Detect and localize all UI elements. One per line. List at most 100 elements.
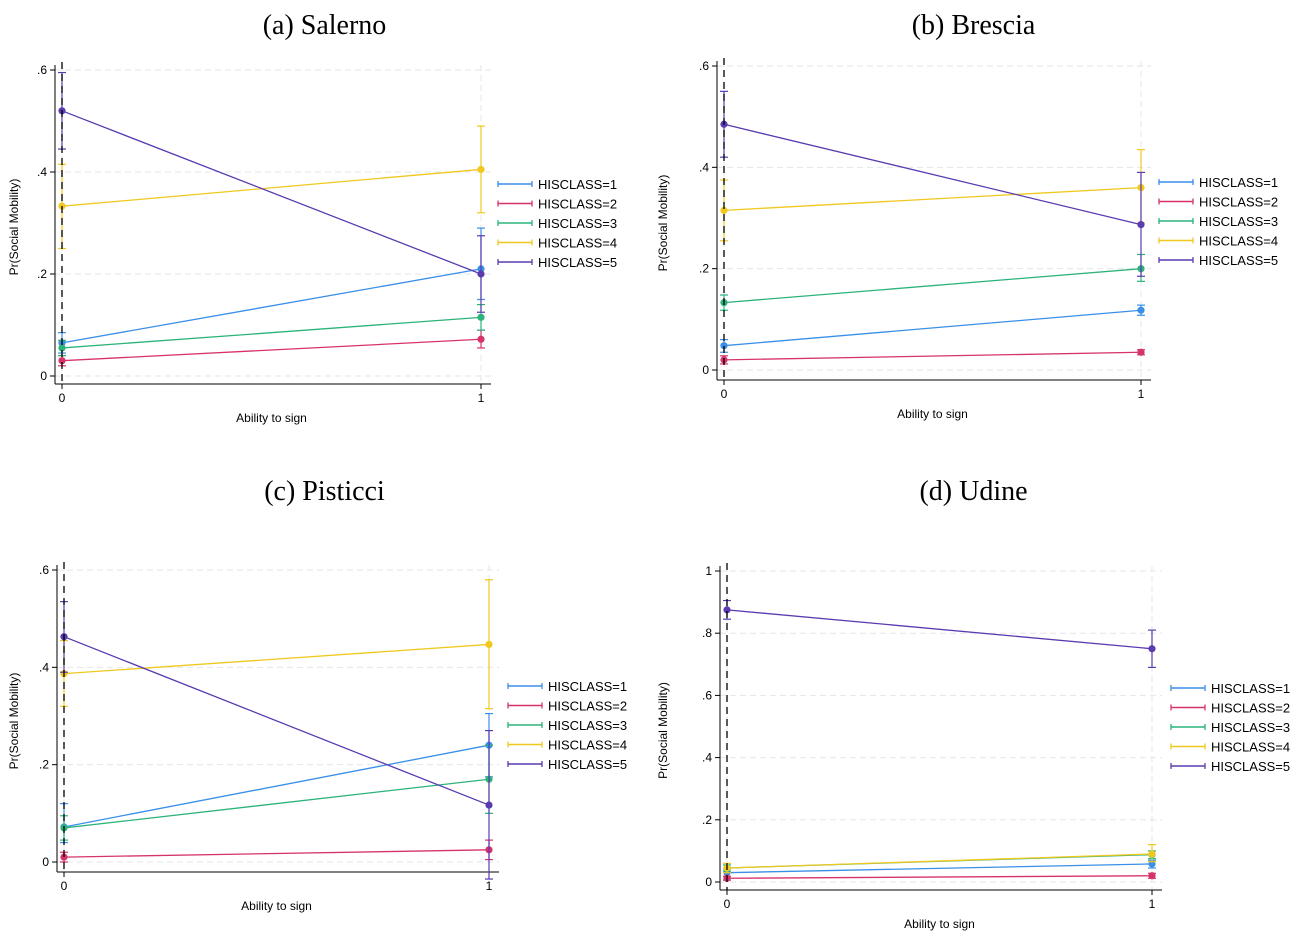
series-line <box>723 268 1142 304</box>
y-axis-label: Pr(Social Mobility) <box>7 179 21 276</box>
data-point <box>1148 872 1156 880</box>
panel-title: (a) Salerno <box>262 10 387 41</box>
legend-label: HISCLASS=4 <box>538 236 617 251</box>
y-tick-label: .4 <box>699 160 709 174</box>
legend-label: HISCLASS=4 <box>548 738 627 753</box>
series-line <box>61 168 482 207</box>
data-point <box>1148 645 1156 653</box>
legend-label: HISCLASS=2 <box>1199 195 1278 210</box>
legend-item: HISCLASS=5 <box>507 757 627 772</box>
series-line <box>723 186 1142 212</box>
legend-label: HISCLASS=3 <box>548 718 627 733</box>
y-axis-label: Pr(Social Mobility) <box>656 682 670 779</box>
legend-item: HISCLASS=2 <box>497 197 617 212</box>
y-tick-label: .6 <box>39 563 49 577</box>
data-point <box>1137 348 1145 356</box>
y-tick-label: 1 <box>705 564 712 578</box>
legend-item: HISCLASS=1 <box>1170 681 1290 696</box>
y-tick-label: .4 <box>39 660 49 674</box>
legend-label: HISCLASS=4 <box>1211 740 1290 755</box>
panel-title: (d) Udine <box>919 476 1028 507</box>
data-point <box>477 165 485 174</box>
series-line <box>63 636 490 806</box>
data-point <box>1148 850 1156 858</box>
legend-item: HISCLASS=2 <box>1170 701 1290 716</box>
y-tick-label: .6 <box>37 63 47 77</box>
data-point <box>477 270 485 278</box>
panel-title: (c) Pisticci <box>264 476 385 507</box>
y-tick-label: 0 <box>705 875 712 889</box>
series-line <box>63 778 490 829</box>
series-line <box>63 744 490 828</box>
data-point <box>1137 220 1145 229</box>
series-line <box>723 351 1142 361</box>
series-line <box>63 849 490 858</box>
data-point <box>723 606 731 614</box>
legend-item: HISCLASS=1 <box>507 679 627 694</box>
x-tick-label: 0 <box>721 387 728 401</box>
legend-label: HISCLASS=5 <box>1199 253 1278 268</box>
legend-item: HISCLASS=1 <box>1158 175 1278 190</box>
y-tick-label: .6 <box>699 59 709 73</box>
x-tick-label: 1 <box>1138 387 1145 401</box>
y-tick-label: .2 <box>699 262 709 276</box>
chart-panel-brescia: (b) Brescia 0 .2 .4 .6 0 1 Ability to sign Pr(S… <box>649 0 1298 466</box>
data-point <box>58 344 66 352</box>
y-axis-label: Pr(Social Mobility) <box>656 175 670 272</box>
x-axis-label: Ability to sign <box>241 899 312 913</box>
legend-item: HISCLASS=4 <box>1170 740 1290 755</box>
legend-item: HISCLASS=3 <box>507 718 627 733</box>
y-tick-label: 0 <box>702 363 709 377</box>
x-tick-label: 1 <box>486 879 493 893</box>
legend-item: HISCLASS=3 <box>1170 720 1290 735</box>
x-tick-label: 0 <box>59 391 66 405</box>
series-line <box>61 316 482 349</box>
legend-item: HISCLASS=5 <box>497 255 617 270</box>
legend-label: HISCLASS=1 <box>1211 681 1290 696</box>
chart-svg: 0 .2 .4 .6 0 1 Ability to sign Pr(Social Mobili… <box>7 62 617 425</box>
y-tick-label: 0 <box>42 855 49 869</box>
chart-svg: 0 .2 .4 .6 0 1 Ability to sign Pr(Social Mobili… <box>656 58 1278 421</box>
chart-panel-pisticci: (c) Pisticci 0 .2 .4 .6 0 1 Ability to sign Pr(… <box>0 466 649 932</box>
y-tick-label: .8 <box>702 626 712 640</box>
y-tick-label: .2 <box>37 267 47 281</box>
series-line <box>726 875 1153 879</box>
legend-label: HISCLASS=5 <box>538 255 617 270</box>
data-point <box>485 801 493 809</box>
series-line <box>726 853 1153 869</box>
series-line <box>61 338 482 362</box>
chart-svg: 0 .2 .4 .6 .8 1 0 1 Ability to sign Pr(Social Mob… <box>656 563 1290 931</box>
chart-panel-udine: (d) Udine 0 .2 .4 .6 .8 1 0 1 Ability to sign Pr(… <box>649 466 1298 932</box>
legend-label: HISCLASS=1 <box>1199 175 1278 190</box>
data-point <box>1137 306 1145 314</box>
x-tick-label: 1 <box>1149 897 1156 911</box>
legend-item: HISCLASS=2 <box>1158 195 1278 210</box>
data-point <box>720 342 728 350</box>
legend-label: HISCLASS=1 <box>548 679 627 694</box>
y-tick-label: .2 <box>702 813 712 827</box>
y-tick-label: .6 <box>702 688 712 702</box>
legend-item: HISCLASS=4 <box>1158 234 1278 249</box>
legend-label: HISCLASS=1 <box>538 177 617 192</box>
y-axis-label: Pr(Social Mobility) <box>7 673 21 770</box>
y-tick-label: .4 <box>37 165 47 179</box>
data-point <box>60 853 68 861</box>
series-line <box>63 643 490 675</box>
legend-item: HISCLASS=3 <box>1158 214 1278 229</box>
series-line <box>723 123 1142 226</box>
legend-item: HISCLASS=4 <box>497 236 617 251</box>
data-point <box>58 357 66 365</box>
data-point <box>720 206 728 214</box>
legend-item: HISCLASS=4 <box>507 738 627 753</box>
chart-svg: 0 .2 .4 .6 0 1 Ability to sign Pr(Social Mobili… <box>7 562 627 913</box>
x-axis-label: Ability to sign <box>904 917 975 931</box>
legend-label: HISCLASS=2 <box>548 699 627 714</box>
legend-item: HISCLASS=3 <box>497 216 617 231</box>
x-axis-label: Ability to sign <box>236 411 307 425</box>
legend-label: HISCLASS=5 <box>1211 759 1290 774</box>
data-point <box>477 335 485 343</box>
panel-title: (b) Brescia <box>911 10 1036 41</box>
y-tick-label: .2 <box>39 758 49 772</box>
legend-item: HISCLASS=5 <box>1158 253 1278 268</box>
chart-panel-salerno: (a) Salerno 0 .2 .4 .6 0 1 Ability to sign Pr(S… <box>0 0 649 466</box>
